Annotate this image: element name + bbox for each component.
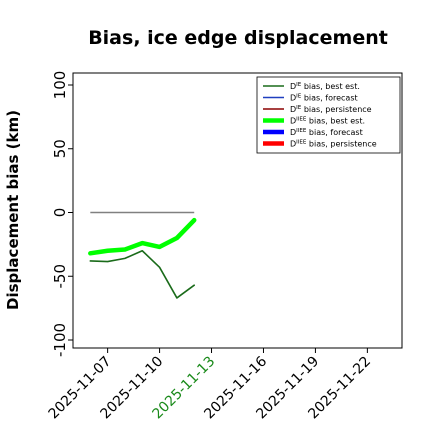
x-axis: 2025-11-072025-11-102025-11-132025-11-16… xyxy=(46,348,374,422)
legend-entry: DIE bias, best est. xyxy=(290,82,360,91)
plot-lines xyxy=(88,211,197,299)
legend-entry: DIIEE bias, forecast xyxy=(290,128,363,137)
series-line-0 xyxy=(89,249,196,299)
series-line-3 xyxy=(88,217,197,256)
legend-entry: DIE bias, forecast xyxy=(290,94,358,103)
y-tick-label: 50 xyxy=(51,139,69,158)
legend: DIE bias, best est. DIE bias, forecast DIE… xyxy=(256,76,401,154)
y-axis-label: Displacement bias (km) xyxy=(4,110,22,310)
legend-entry: DIIEE bias, best est. xyxy=(290,117,365,126)
legend-entry: DIIEE bias, persistence xyxy=(290,140,377,149)
legend-entry: DIE bias, persistence xyxy=(290,105,372,114)
y-tick-label: 0 xyxy=(51,208,69,218)
y-tick-label: -50 xyxy=(51,264,69,289)
chart-title: Bias, ice edge displacement xyxy=(88,27,388,49)
legend-box xyxy=(256,76,401,154)
y-tick-label: -100 xyxy=(51,323,69,357)
y-tick-label: 100 xyxy=(51,71,69,100)
y-axis: -100 -50 0 50 100 xyxy=(51,71,73,357)
